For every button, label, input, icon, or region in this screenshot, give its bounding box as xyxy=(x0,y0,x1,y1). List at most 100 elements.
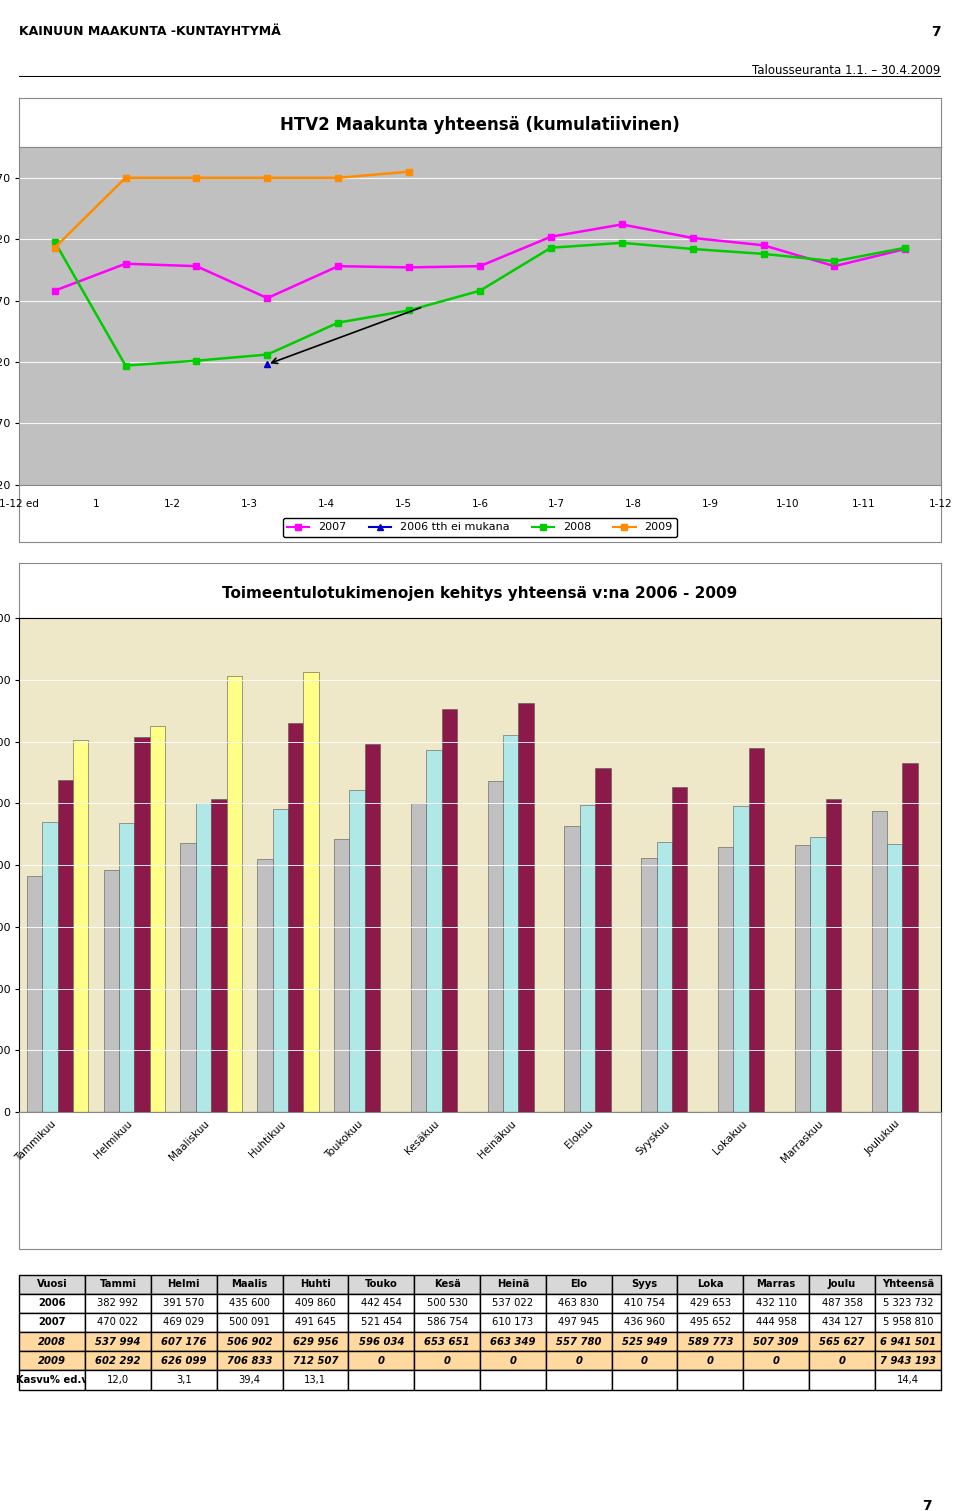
Bar xyxy=(564,825,580,1112)
Bar xyxy=(641,858,657,1112)
Legend: 2007, 2006 tth ei mukana, 2008, 2009: 2007, 2006 tth ei mukana, 2008, 2009 xyxy=(283,518,677,536)
Text: 1-4: 1-4 xyxy=(318,499,335,509)
Text: Kesäkuu: Kesäkuu xyxy=(404,1118,442,1156)
Line: 2007: 2007 xyxy=(51,221,909,302)
2007 xyxy=(49,281,60,299)
2008 xyxy=(332,314,344,332)
Text: HTV2 Maakunta yhteensä (kumulatiivinen): HTV2 Maakunta yhteensä (kumulatiivinen) xyxy=(280,116,680,134)
Bar xyxy=(196,804,211,1112)
Bar xyxy=(180,843,196,1112)
Text: 1-10: 1-10 xyxy=(776,499,799,509)
Text: 1-12: 1-12 xyxy=(929,499,952,509)
Bar xyxy=(887,845,902,1112)
Text: Maaliskuu: Maaliskuu xyxy=(167,1118,211,1163)
Text: Syyskuu: Syyskuu xyxy=(635,1118,672,1156)
Bar xyxy=(672,787,687,1112)
2007 xyxy=(403,258,415,277)
Text: Huhtikuu: Huhtikuu xyxy=(248,1118,288,1159)
Text: 1-2: 1-2 xyxy=(164,499,181,509)
Bar xyxy=(73,740,88,1112)
Bar xyxy=(134,737,150,1112)
Bar xyxy=(902,763,918,1112)
2007 xyxy=(687,228,699,246)
Bar xyxy=(288,724,303,1112)
Text: 1-12 ed: 1-12 ed xyxy=(0,499,39,509)
Bar xyxy=(657,842,672,1112)
Bar xyxy=(273,808,288,1112)
2007 xyxy=(191,257,203,275)
2008 xyxy=(49,233,60,251)
2008 xyxy=(191,352,203,370)
Bar xyxy=(442,709,457,1112)
2007 xyxy=(474,257,486,275)
2008 xyxy=(757,245,769,263)
Text: Lokakuu: Lokakuu xyxy=(711,1118,749,1156)
Bar xyxy=(42,822,58,1112)
Bar xyxy=(58,780,73,1112)
Bar xyxy=(104,870,119,1112)
Bar xyxy=(426,749,442,1112)
2007 xyxy=(261,289,273,307)
Text: Marraskuu: Marraskuu xyxy=(780,1118,826,1165)
Text: 1-5: 1-5 xyxy=(395,499,412,509)
Bar xyxy=(257,860,273,1112)
Text: 1-6: 1-6 xyxy=(471,499,489,509)
2008 xyxy=(474,281,486,299)
Text: 1-7: 1-7 xyxy=(548,499,565,509)
Text: Talousseuranta 1.1. – 30.4.2009: Talousseuranta 1.1. – 30.4.2009 xyxy=(753,63,941,77)
Bar xyxy=(718,846,733,1112)
2008 xyxy=(403,301,415,319)
2007 xyxy=(900,240,911,258)
Bar xyxy=(227,675,242,1112)
Bar xyxy=(733,805,749,1112)
Bar xyxy=(518,703,534,1112)
2009 xyxy=(49,239,60,257)
Line: 2009: 2009 xyxy=(51,168,413,251)
Bar xyxy=(488,781,503,1112)
Bar xyxy=(810,837,826,1112)
2007 xyxy=(545,228,557,246)
Text: Heinäkuu: Heinäkuu xyxy=(476,1118,518,1160)
Text: 1-8: 1-8 xyxy=(625,499,642,509)
Bar xyxy=(749,748,764,1112)
Bar xyxy=(349,790,365,1112)
Text: Tammikuu: Tammikuu xyxy=(13,1118,58,1163)
Bar xyxy=(580,805,595,1112)
2009 xyxy=(261,169,273,187)
2008 xyxy=(616,234,628,252)
Text: 7: 7 xyxy=(922,1499,931,1511)
Text: 1-3: 1-3 xyxy=(241,499,258,509)
2008 xyxy=(900,239,911,257)
Bar xyxy=(334,839,349,1112)
2007 xyxy=(828,257,840,275)
Text: Joulukuu: Joulukuu xyxy=(864,1118,902,1157)
2008 xyxy=(545,239,557,257)
Bar xyxy=(795,845,810,1112)
Bar xyxy=(150,725,165,1112)
Text: KAINUUN MAAKUNTA -KUNTAYHTYMÄ: KAINUUN MAAKUNTA -KUNTAYHTYMÄ xyxy=(19,26,281,38)
Bar xyxy=(503,736,518,1112)
2007 xyxy=(757,236,769,254)
Bar xyxy=(872,811,887,1112)
2007 xyxy=(616,216,628,234)
Line: 2008: 2008 xyxy=(51,239,909,369)
Text: Toimeentulotukimenojen kehitys yhteensä v:na 2006 - 2009: Toimeentulotukimenojen kehitys yhteensä … xyxy=(223,586,737,601)
2008 xyxy=(828,252,840,270)
Bar xyxy=(211,799,227,1112)
Bar xyxy=(826,799,841,1112)
Text: Elokuu: Elokuu xyxy=(564,1118,595,1150)
Bar xyxy=(27,876,42,1112)
Bar xyxy=(595,768,611,1112)
2008 xyxy=(120,357,132,375)
2009 xyxy=(191,169,203,187)
Text: 1: 1 xyxy=(93,499,99,509)
2007 xyxy=(332,257,344,275)
Text: 1-9: 1-9 xyxy=(702,499,719,509)
2009 xyxy=(332,169,344,187)
Text: 1-11: 1-11 xyxy=(852,499,876,509)
Text: Helmikuu: Helmikuu xyxy=(92,1118,134,1160)
2008 xyxy=(687,240,699,258)
Text: 7: 7 xyxy=(931,26,941,39)
2008 xyxy=(261,346,273,364)
Bar xyxy=(119,822,134,1112)
